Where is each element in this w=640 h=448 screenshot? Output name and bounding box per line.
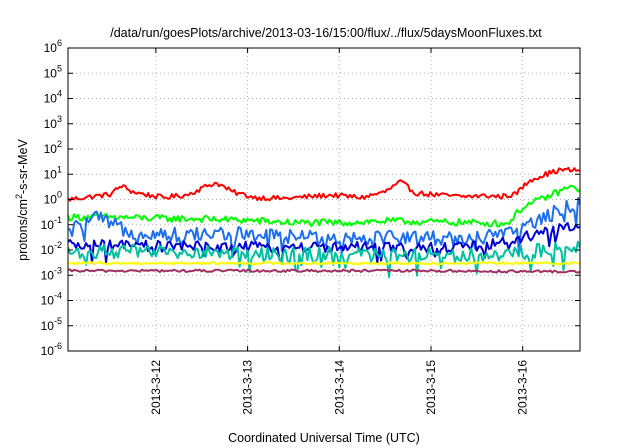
series-line-1 [68, 166, 580, 202]
x-tick-label: 2013-3-15 [424, 360, 438, 415]
y-tick-label: 10-6 [41, 341, 62, 358]
y-tick-label: 105 [44, 63, 62, 80]
x-tick-label: 2013-3-14 [332, 360, 346, 415]
y-tick-label: 10-1 [41, 215, 62, 232]
y-tick-label: 10-3 [41, 265, 62, 282]
series-line-7 [68, 268, 580, 274]
y-tick-label: 102 [44, 139, 62, 156]
x-tick-label: 2013-3-16 [516, 360, 530, 415]
x-tick-label: 2013-3-13 [241, 360, 255, 415]
x-axis: 2013-3-12 2013-3-13 2013-3-14 2013-3-15 2013… [149, 48, 530, 415]
y-tick-label: 104 [44, 89, 62, 106]
series-layer [68, 166, 580, 279]
y-axis-label-rest: -s-sr-MeV [16, 138, 30, 194]
series-line-2 [68, 184, 580, 228]
y-tick-label: 10-4 [41, 291, 62, 308]
x-tick-label: 2013-3-12 [149, 360, 163, 415]
x-axis-label: Coordinated Universal Time (UTC) [228, 431, 420, 445]
y-tick-label: 100 [44, 190, 62, 207]
y-tick-label: 10-5 [41, 316, 62, 333]
series-line-5 [68, 240, 580, 279]
chart-title: /data/run/goesPlots/archive/2013-03-16/1… [110, 26, 542, 40]
y-axis-label: protons/cm2-s-sr-MeV [14, 138, 30, 260]
y-tick-label: 103 [44, 114, 62, 131]
y-axis-label-exponent: 2 [14, 194, 24, 199]
y-axis-label-unit: protons/cm [16, 199, 30, 261]
y-tick-label: 10-2 [41, 240, 62, 257]
y-axis: 10-6 10-5 10-4 10-3 10-2 10-1 100 101 102 103 104 1… [41, 38, 580, 358]
series-line-6 [68, 260, 580, 266]
y-tick-label: 106 [44, 38, 62, 55]
y-tick-label: 101 [44, 164, 62, 181]
